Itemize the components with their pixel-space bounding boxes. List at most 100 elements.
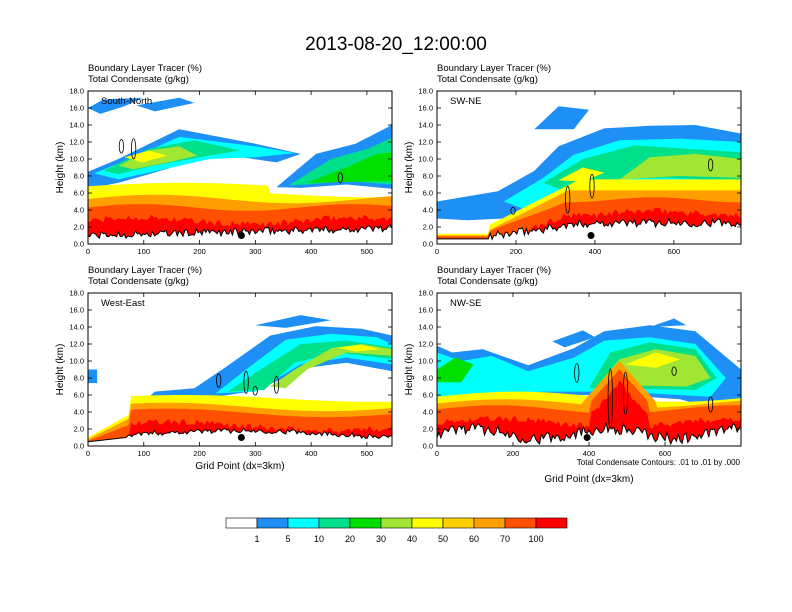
x-tick-label: 400 [583, 449, 596, 458]
x-axis-label: Grid Point (dx=3km) [544, 474, 633, 485]
tracer-region [625, 352, 681, 368]
y-axis-label: Height (km) [55, 142, 66, 194]
x-tick-label: 200 [193, 247, 206, 256]
colorbar-label: 40 [407, 534, 417, 544]
y-tick-label: 16.0 [418, 104, 433, 113]
colorbar-swatch [442, 517, 475, 529]
condensate-contour [707, 396, 714, 413]
y-axis-label: Height (km) [404, 142, 415, 194]
condensate-contour [707, 158, 714, 172]
y-tick-label: 2.0 [74, 425, 84, 434]
y-tick-label: 14.0 [418, 323, 433, 332]
y-tick-label: 6.0 [74, 189, 84, 198]
x-tick-label: 0 [86, 449, 90, 458]
panel-frame [436, 90, 742, 245]
tracer-region [88, 97, 143, 114]
location-marker [237, 232, 245, 239]
terrain-fill [437, 218, 741, 244]
y-tick-label: 18.0 [69, 289, 84, 298]
colorbar-swatch [318, 517, 351, 529]
y-tick-label: 8.0 [74, 172, 84, 181]
y-tick-label: 0.0 [423, 240, 433, 249]
panel-field-contoured: Total Condensate (g/kg) [88, 276, 189, 287]
chart-title: 2013-08-20_12:00:00 [305, 34, 487, 55]
colorbar-label: 70 [500, 534, 510, 544]
x-tick-label: 400 [589, 247, 602, 256]
tracer-region [337, 344, 380, 352]
panel-field-contoured: Total Condensate (g/kg) [437, 276, 538, 287]
y-tick-label: 16.0 [69, 104, 84, 113]
panel-name: South-North [101, 96, 152, 107]
tracer-field [88, 97, 392, 244]
condensate-contour [607, 368, 613, 429]
condensate-contour [243, 370, 249, 394]
x-tick-label: 100 [138, 449, 151, 458]
colorbar-swatch [349, 517, 382, 529]
y-tick-label: 0.0 [74, 240, 84, 249]
y-tick-label: 0.0 [74, 442, 84, 451]
condensate-contour [118, 139, 125, 154]
terrain-line [88, 427, 392, 443]
boundary-layer-core [437, 380, 741, 446]
panel-field-shaded: Boundary Layer Tracer (%) [88, 63, 202, 74]
tracer-region [255, 315, 332, 328]
colorbar-label: 100 [528, 534, 543, 544]
y-tick-label: 8.0 [423, 172, 433, 181]
panel-frame [87, 90, 393, 245]
x-tick-label: 0 [435, 247, 439, 256]
x-tick-label: 100 [138, 247, 151, 256]
y-tick-label: 6.0 [423, 189, 433, 198]
y-tick-label: 2.0 [423, 425, 433, 434]
y-tick-label: 14.0 [418, 121, 433, 130]
colorbar-swatch [535, 517, 568, 529]
y-tick-label: 4.0 [74, 408, 84, 417]
tracer-region [552, 330, 596, 348]
x-tick-label: 300 [249, 247, 262, 256]
y-tick-label: 8.0 [423, 374, 433, 383]
y-tick-label: 10.0 [69, 357, 84, 366]
tracer-region [270, 344, 392, 389]
colorbar-label: 60 [469, 534, 479, 544]
colorbar-label: 10 [314, 534, 324, 544]
tracer-region [306, 152, 392, 183]
contour-note: Total Condensate Contours: .01 to .01 by… [577, 458, 741, 467]
panel-name: NW-SE [450, 298, 482, 309]
colorbar-swatch [504, 517, 537, 529]
panel-frame [87, 292, 393, 447]
colorbar-swatch [411, 517, 444, 529]
panel-field-shaded: Boundary Layer Tracer (%) [88, 265, 202, 276]
tracer-region [534, 106, 589, 130]
colorbar-swatch [225, 517, 258, 529]
y-tick-label: 6.0 [423, 391, 433, 400]
x-tick-label: 200 [193, 449, 206, 458]
panel-name: West-East [101, 298, 145, 309]
x-tick-label: 300 [249, 449, 262, 458]
x-tick-label: 500 [361, 449, 374, 458]
x-tick-label: 0 [435, 449, 439, 458]
y-tick-label: 18.0 [418, 87, 433, 96]
y-axis-label: Height (km) [404, 344, 415, 396]
y-tick-label: 4.0 [74, 206, 84, 215]
y-tick-label: 18.0 [418, 289, 433, 298]
tracer-region [124, 150, 167, 163]
x-tick-label: 0 [86, 247, 90, 256]
panel-nw-se: Boundary Layer Tracer (%)Total Condensat… [404, 265, 742, 485]
panel-field-contoured: Total Condensate (g/kg) [88, 74, 189, 85]
y-tick-label: 4.0 [423, 408, 433, 417]
colorbar-swatch [380, 517, 413, 529]
terrain-line [88, 224, 392, 240]
condensate-contour [337, 172, 343, 184]
y-tick-label: 18.0 [69, 87, 84, 96]
y-tick-label: 12.0 [418, 138, 433, 147]
terrain-line [437, 421, 741, 446]
condensate-contour [252, 386, 258, 396]
tracer-region [619, 153, 741, 180]
x-tick-label: 200 [507, 449, 520, 458]
tracer-region [649, 318, 687, 327]
tracer-region [227, 340, 392, 392]
y-tick-label: 2.0 [74, 223, 84, 232]
y-tick-label: 16.0 [69, 306, 84, 315]
tracer-field [437, 318, 741, 446]
panel-sw-ne: Boundary Layer Tracer (%)Total Condensat… [404, 63, 742, 256]
terrain-line [437, 217, 741, 241]
